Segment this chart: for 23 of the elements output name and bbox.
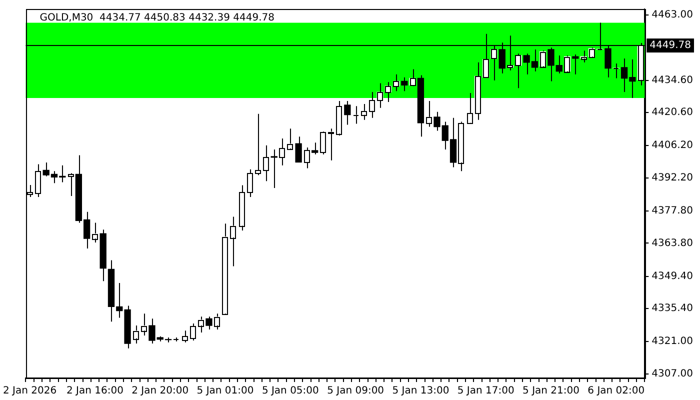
y-tick-label: 4363.80 <box>652 238 694 249</box>
x-tick-label: 5 Jan 13:00 <box>392 386 450 397</box>
x-tick-label: 5 Jan 21:00 <box>522 386 580 397</box>
y-tick-label: 4335.40 <box>652 303 694 314</box>
chart-title: GOLD,M30 4434.77 4450.83 4432.39 4449.78 <box>40 12 274 24</box>
y-tick-label: 4321.00 <box>652 336 694 348</box>
y-tick-label: 4420.60 <box>652 107 694 118</box>
x-tick-label: 2 Jan 16:00 <box>66 386 124 397</box>
y-tick-label: 4406.20 <box>652 140 694 152</box>
y-tick-label: 4392.20 <box>652 172 694 184</box>
x-tick-label: 2 Jan 20:00 <box>132 386 189 397</box>
y-tick-label: 4463.00 <box>652 10 694 21</box>
y-tick-label: 4307.00 <box>652 368 694 380</box>
x-tick-label: 5 Jan 09:00 <box>327 386 384 397</box>
x-tick-label: 5 Jan 01:00 <box>196 386 254 397</box>
x-tick-label: 5 Jan 05:00 <box>262 386 319 397</box>
y-tick-label: 4349.40 <box>652 270 694 282</box>
x-tick-label: 6 Jan 02:00 <box>588 386 645 397</box>
y-tick-label: 4377.80 <box>652 206 694 217</box>
x-tick-label: 2 Jan 2026 <box>3 386 57 397</box>
y-tick-label: 4434.60 <box>652 74 694 86</box>
x-tick-label: 5 Jan 17:00 <box>457 386 514 397</box>
ref-line-label: 4449.78 <box>650 40 692 52</box>
